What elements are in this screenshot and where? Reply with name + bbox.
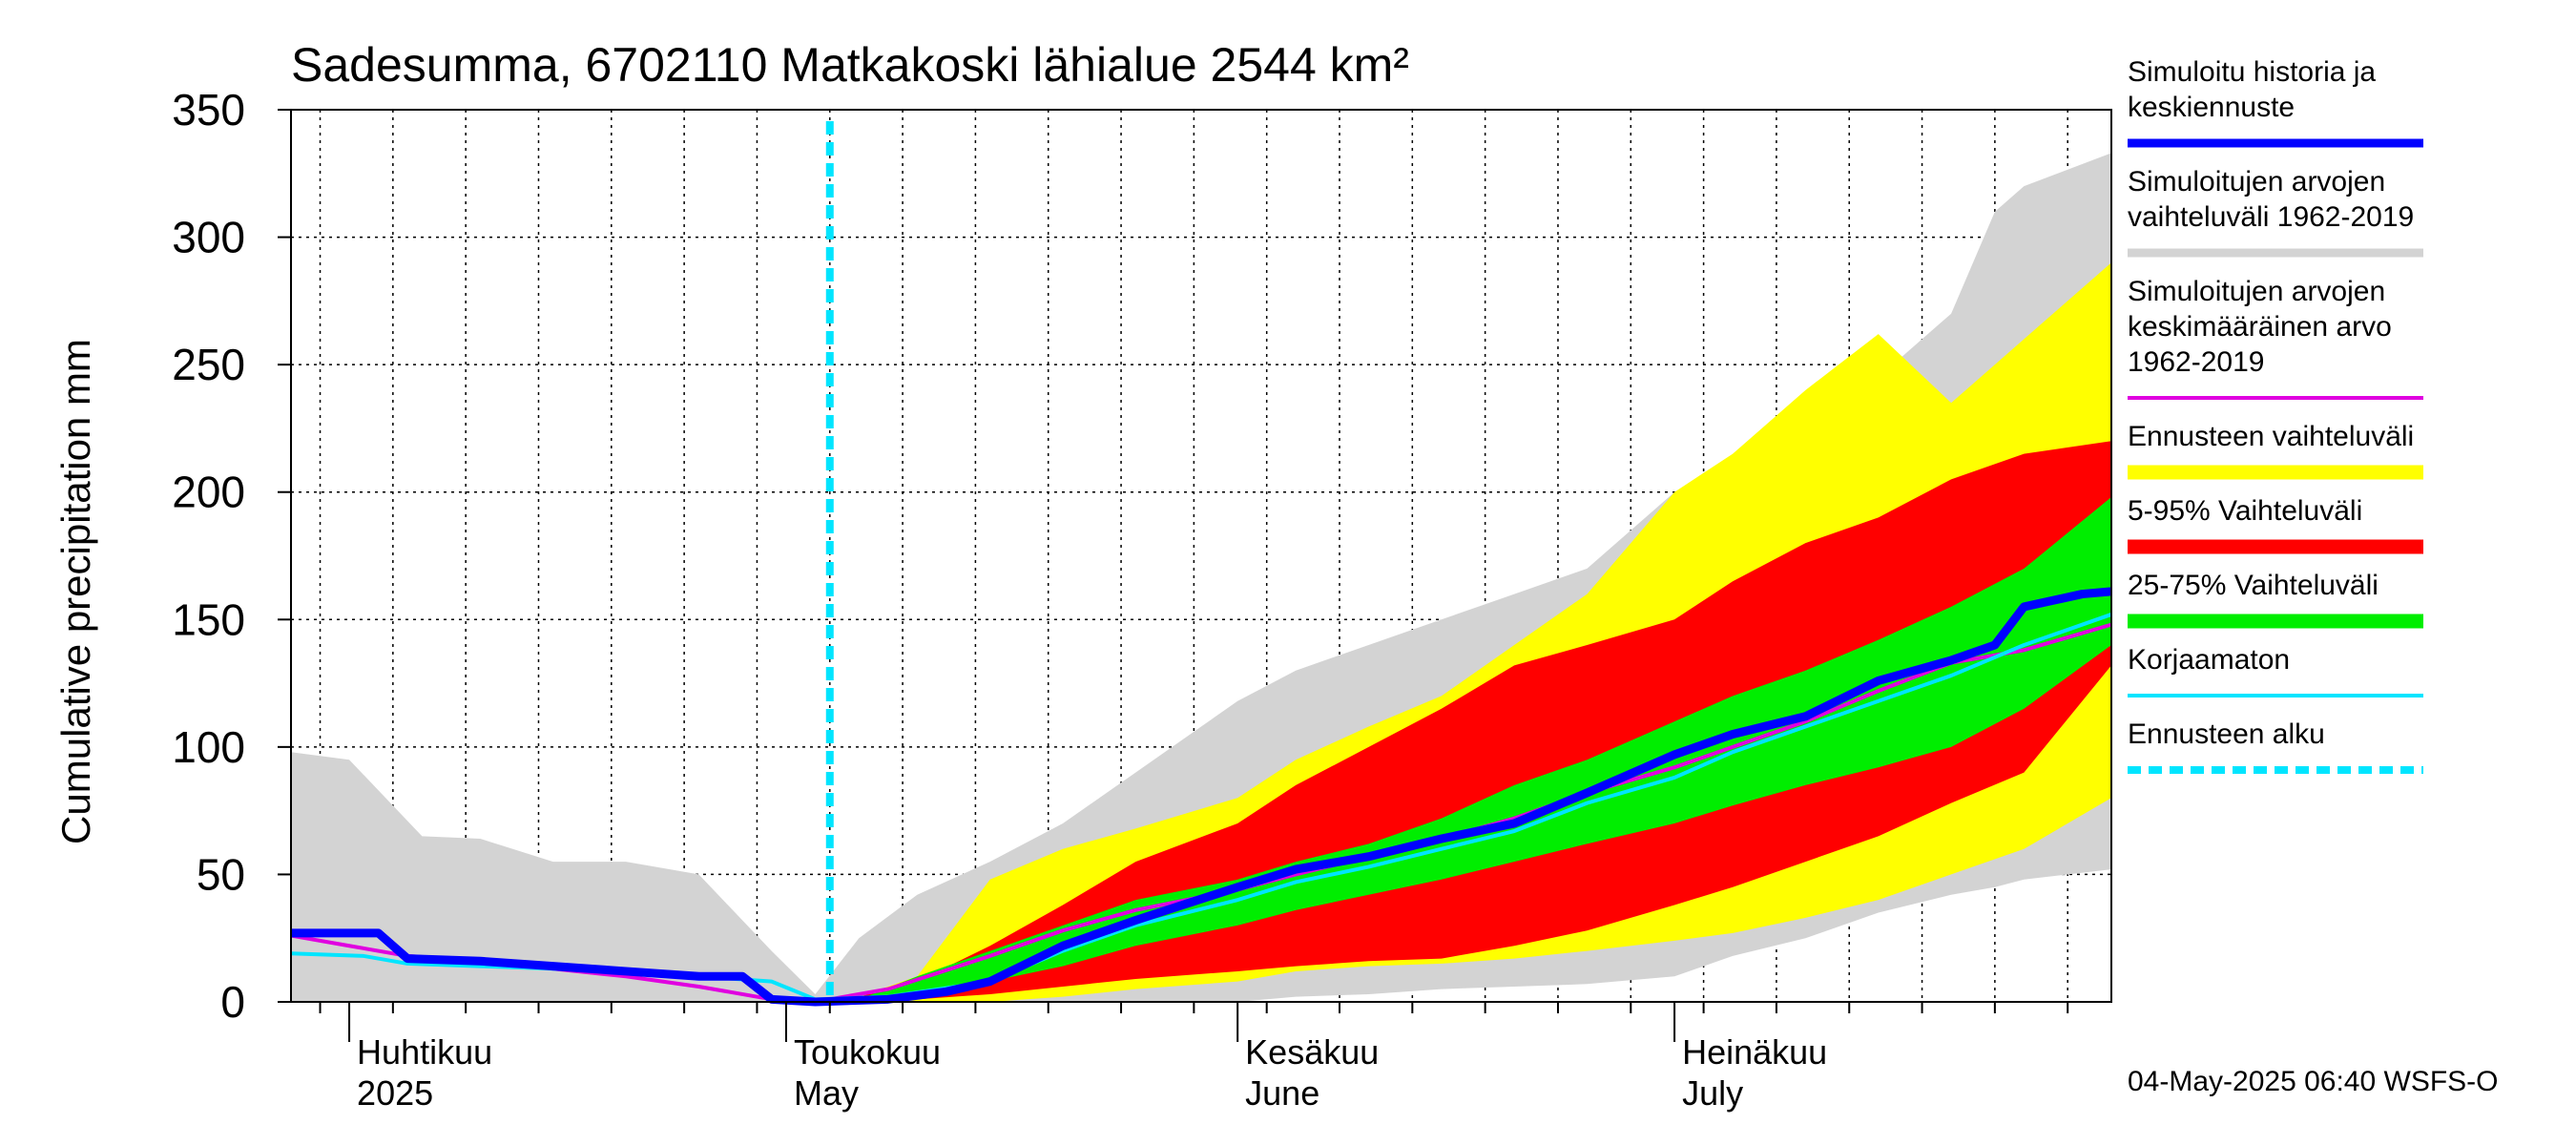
legend-label: 25-75% Vaihteluväli [2128,570,2379,601]
y-tick-label: 250 [172,340,245,389]
month-label-en: 2025 [357,1073,433,1113]
legend-label: Ennusteen vaihteluväli [2128,421,2414,452]
legend-label: Simuloitujen arvojen [2128,166,2385,198]
timestamp: 04-May-2025 06:40 WSFS-O [2128,1066,2499,1097]
legend-label: vaihteluväli 1962-2019 [2128,201,2414,233]
month-label-fi: Huhtikuu [357,1032,492,1072]
month-label-fi: Toukokuu [794,1032,941,1072]
legend: Simuloitu historia ja keskiennuste Simuloi… [2128,56,2423,774]
month-label-en: May [794,1073,859,1113]
band-5-95-vaihteluv-li [815,441,2111,1002]
month-label-en: July [1682,1073,1743,1113]
legend-label: Ennusteen alku [2128,718,2325,750]
month-label-fi: Heinäkuu [1682,1032,1827,1072]
chart-title: Sadesumma, 6702110 Matkakoski lähialue 2… [291,38,1409,92]
month-label-en: June [1245,1073,1319,1113]
y-tick-label: 150 [172,594,245,644]
series-lines [290,121,2112,1007]
legend-label: Simuloitu historia ja [2128,56,2376,88]
bands [291,153,2111,1002]
line-simuloitu-historia-ja-keskiennuste [291,587,2112,1007]
legend-label: 1962-2019 [2128,346,2264,378]
legend-label: Korjaamaton [2128,644,2290,676]
y-tick-label: 50 [197,849,245,899]
y-axis-label: Cumulative precipitation mm [53,339,98,844]
month-label-fi: Kesäkuu [1245,1032,1379,1072]
legend-label: keskimääräinen arvo [2128,311,2392,343]
y-tick-label: 0 [220,977,245,1027]
y-tick-label: 200 [172,468,245,517]
y-tick-label: 100 [172,722,245,772]
plot-frame [290,109,2112,1003]
legend-label: Simuloitujen arvojen [2128,276,2385,307]
y-tick-label: 300 [172,213,245,262]
legend-label: 5-95% Vaihteluväli [2128,495,2362,527]
band-25-75-vaihteluv-li [815,497,2111,1002]
legend-label: keskiennuste [2128,92,2295,123]
y-tick-label: 350 [172,85,245,135]
